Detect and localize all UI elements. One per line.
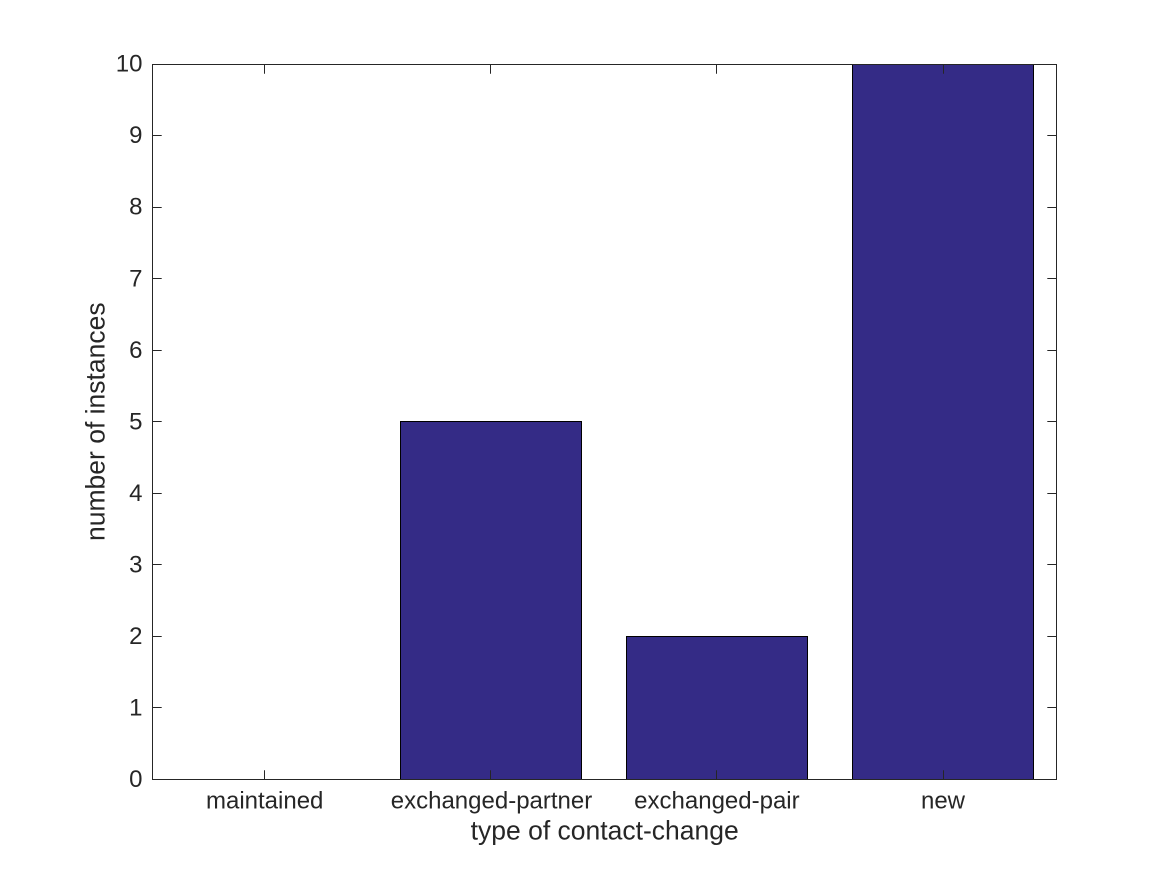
svg-text:2: 2 [129, 623, 142, 650]
svg-text:1: 1 [129, 695, 142, 722]
svg-text:4: 4 [129, 480, 142, 507]
svg-text:9: 9 [129, 122, 142, 149]
svg-text:7: 7 [129, 265, 142, 292]
svg-text:8: 8 [129, 194, 142, 221]
svg-text:exchanged-pair: exchanged-pair [634, 787, 799, 814]
svg-text:10: 10 [116, 51, 143, 78]
svg-text:exchanged-partner: exchanged-partner [391, 787, 592, 814]
svg-text:0: 0 [129, 766, 142, 793]
svg-text:number of instances: number of instances [80, 302, 110, 541]
svg-text:new: new [921, 787, 966, 814]
svg-text:6: 6 [129, 337, 142, 364]
svg-text:maintained: maintained [206, 787, 323, 814]
svg-text:type of contact-change: type of contact-change [471, 815, 739, 845]
svg-text:5: 5 [129, 408, 142, 435]
svg-text:3: 3 [129, 552, 142, 579]
